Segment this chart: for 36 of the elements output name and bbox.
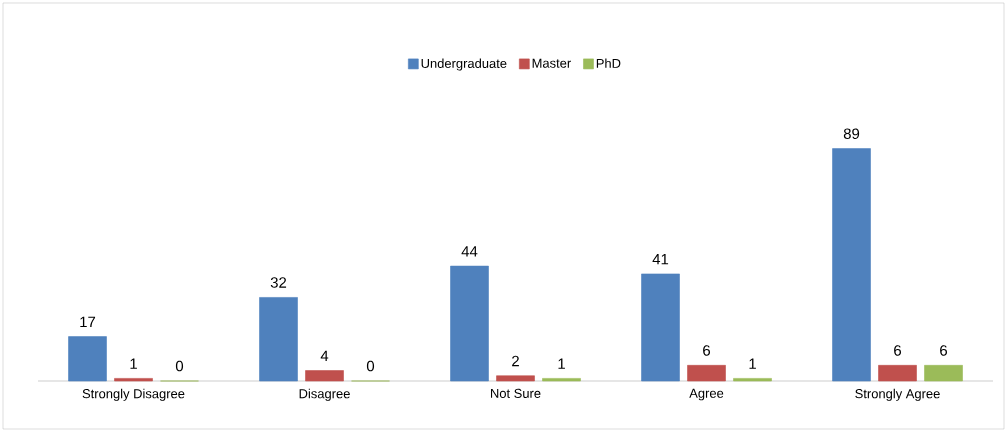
x-tick-label: Strongly Agree	[855, 388, 940, 401]
bar	[259, 297, 298, 382]
bar	[542, 378, 581, 382]
data-label: 0	[366, 360, 375, 372]
bar	[496, 375, 535, 382]
bar	[450, 265, 489, 382]
x-tick-label: Disagree	[299, 388, 350, 401]
bar	[878, 365, 917, 382]
data-label: 0	[175, 360, 184, 372]
bar	[687, 365, 726, 382]
data-label: 32	[270, 277, 287, 288]
x-tick-label: Strongly Disagree	[82, 388, 185, 401]
x-tick-label: Agree	[689, 388, 724, 401]
data-label: 2	[512, 355, 519, 367]
data-label: 6	[703, 345, 711, 356]
legend-label: PhD	[596, 58, 621, 68]
data-label: 89	[843, 128, 860, 139]
bar	[68, 336, 107, 382]
data-label: 1	[749, 358, 756, 369]
bar	[733, 378, 772, 382]
data-label: 1	[130, 358, 137, 369]
bar	[305, 370, 344, 382]
data-label: 44	[461, 246, 478, 257]
data-label: 6	[940, 345, 948, 356]
legend-label: Master	[532, 58, 571, 68]
legend-label: Undergraduate	[421, 58, 507, 71]
data-label: 6	[894, 345, 902, 356]
bar	[832, 148, 871, 382]
x-tick-label: Not Sure	[491, 388, 541, 398]
bar	[641, 273, 680, 382]
data-label: 17	[80, 316, 96, 327]
data-label: 41	[652, 254, 669, 265]
bar	[114, 378, 153, 382]
bar	[924, 365, 963, 382]
data-label: 4	[320, 350, 329, 361]
data-label: 1	[558, 358, 565, 369]
